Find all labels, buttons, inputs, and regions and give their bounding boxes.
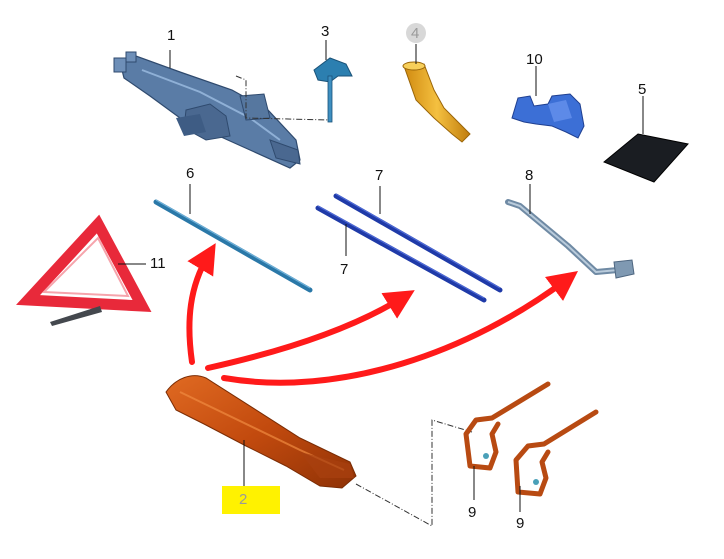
callout-9-right: 9: [516, 515, 525, 532]
lug-wrench: [505, 184, 635, 279]
rod-6: [153, 184, 313, 293]
wheel-chock: [165, 375, 357, 490]
callout-4-badge: [406, 23, 426, 43]
callout-3: 3: [321, 23, 330, 40]
callout-9-left: 9: [468, 504, 477, 521]
chock-hooks-leader: [355, 419, 473, 527]
funnel: [402, 44, 471, 143]
callout-7-upper: 7: [375, 167, 384, 184]
scissor-jack: [113, 50, 301, 169]
callout-11: 11: [150, 255, 166, 272]
callout-4: 4: [411, 25, 420, 42]
callout-6: 6: [186, 165, 195, 182]
floor-mat: [603, 96, 689, 183]
bracket: [511, 66, 585, 139]
callout-8: 8: [525, 167, 534, 184]
callout-1: 1: [167, 27, 176, 44]
callout-2: 2: [239, 491, 248, 508]
warning-triangle: [16, 214, 152, 326]
callout-5: 5: [638, 81, 647, 98]
callout-10: 10: [526, 51, 543, 68]
rods-7: [315, 186, 503, 303]
red-arrows: [186, 243, 579, 386]
tbar-handle: [313, 40, 353, 123]
hooks-9: [463, 381, 599, 512]
callout-7-lower: 7: [340, 261, 349, 278]
callout-2-highlight: [222, 486, 280, 514]
